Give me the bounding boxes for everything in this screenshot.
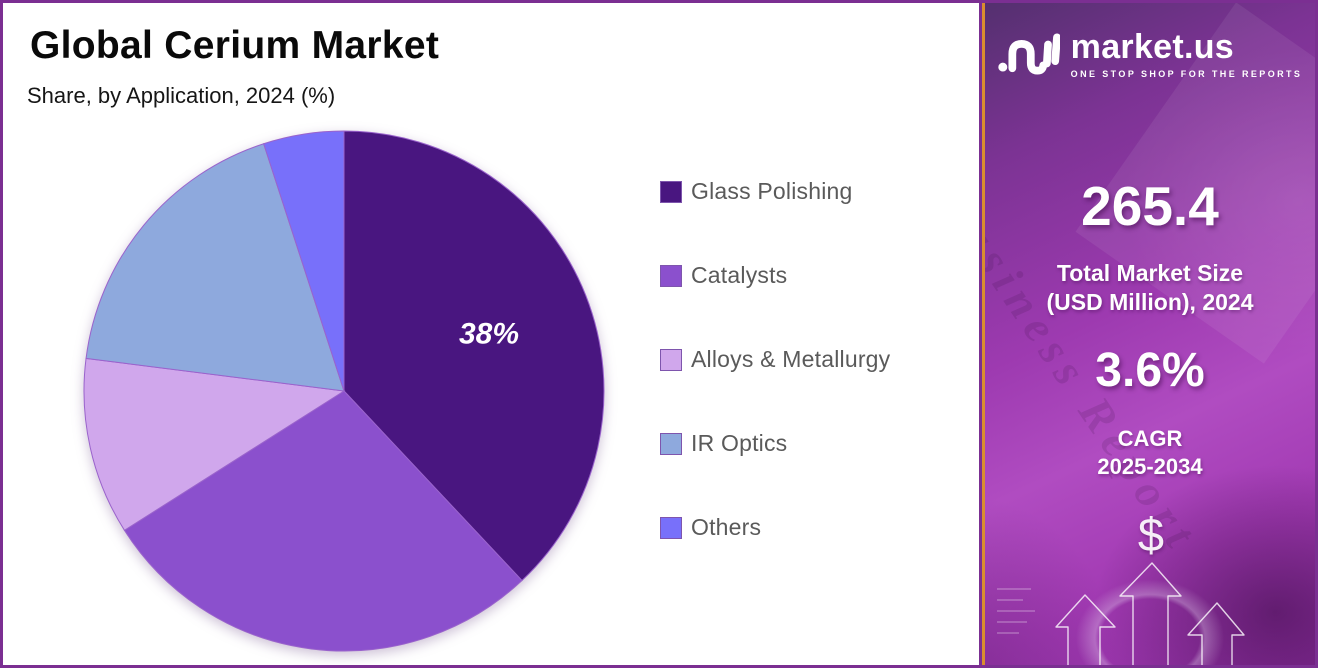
- legend-item-ir-optics: IR Optics: [660, 430, 890, 457]
- legend-label-glass-polishing: Glass Polishing: [691, 178, 853, 204]
- legend-swatch-glass-polishing: [660, 180, 682, 203]
- brand-tagline: ONE STOP SHOP FOR THE REPORTS: [1070, 68, 1303, 79]
- brand-text-block: market.us ONE STOP SHOP FOR THE REPORTS: [1071, 30, 1303, 79]
- growth-arrow-right: [1187, 602, 1245, 665]
- cagr-label-line1: CAGR: [1117, 426, 1183, 451]
- cagr-label-line2: 2025-2034: [1097, 454, 1203, 480]
- legend-item-others: Others: [660, 514, 890, 541]
- legend-swatch-ir-optics: [660, 432, 682, 455]
- legend-swatch-alloys-metallurgy: [660, 348, 682, 371]
- legend-label-others: Others: [691, 514, 762, 540]
- legend-swatch-others: [660, 516, 682, 539]
- cagr-label: CAGR 2025-2034: [985, 425, 1315, 481]
- legend-label-alloys-metallurgy: Alloys & Metallurgy: [691, 346, 891, 372]
- legend-item-catalysts: Catalysts: [660, 262, 890, 289]
- market-size-label-line1: Total Market Size: [1056, 260, 1244, 286]
- legend-swatch-catalysts: [660, 264, 682, 287]
- pie-slice-others: [263, 130, 345, 392]
- page-subtitle: Share, by Application, 2024 (%): [27, 83, 336, 108]
- growth-arrow-middle: [1119, 562, 1182, 665]
- legend-item-glass-polishing: Glass Polishing: [660, 178, 890, 205]
- legend-label-catalysts: Catalysts: [691, 262, 788, 288]
- pie-slice-catalysts: [123, 390, 523, 652]
- cagr-value: 3.6%: [1095, 344, 1205, 397]
- market-size-label: Total Market Size (USD Million), 2024: [985, 259, 1315, 318]
- pie-slice-ir-optics: [85, 143, 345, 392]
- pie-slice-glass-polishing: [343, 130, 605, 582]
- growth-arrows-icon: [1055, 562, 1245, 665]
- chart-legend: Glass Polishing Catalysts Alloys & Metallu…: [660, 178, 890, 541]
- brand-name: market.us: [1070, 27, 1235, 66]
- photo-document-lines: [997, 588, 1035, 634]
- dollar-symbol: $: [1137, 508, 1165, 561]
- pie-chart: 38%: [83, 130, 605, 652]
- market-size-label-line2: (USD Million), 2024: [1046, 289, 1254, 316]
- growth-arrow-left: [1055, 594, 1116, 665]
- market-size-value: 265.4: [1081, 175, 1219, 237]
- legend-item-alloys-metallurgy: Alloys & Metallurgy: [660, 346, 890, 373]
- pie-slice-alloys-metallurgy: [83, 357, 346, 532]
- pie-slice-data-label-glass-polishing: 38%: [459, 318, 519, 351]
- marketus-logo-icon: [998, 33, 1060, 75]
- sidebar: Business Report market.us ONE STOP SHOP …: [982, 0, 1318, 668]
- brand-logo: market.us ONE STOP SHOP FOR THE REPORTS: [985, 29, 1315, 79]
- page-title: Global Cerium Market: [30, 24, 440, 67]
- legend-label-ir-optics: IR Optics: [691, 430, 788, 456]
